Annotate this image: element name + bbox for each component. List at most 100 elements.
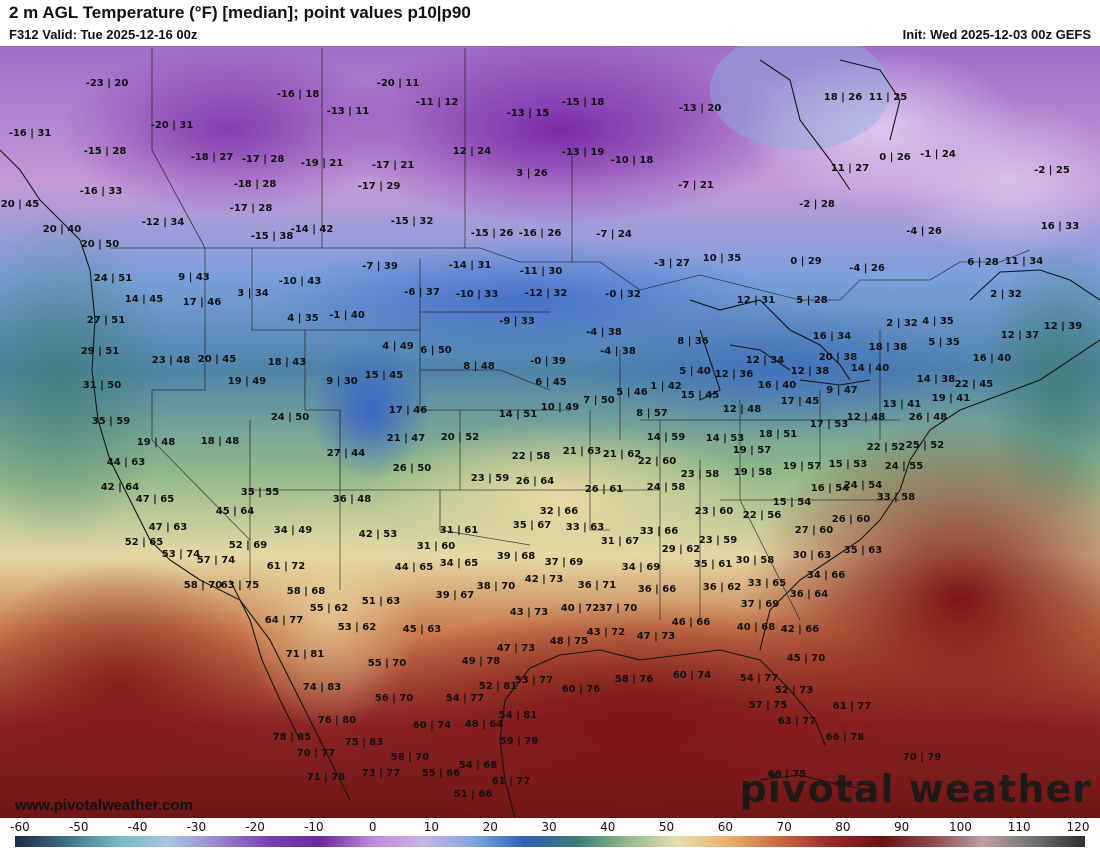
point-value: -3 | 27 bbox=[654, 258, 690, 269]
colorbar-tick-label: 30 bbox=[541, 820, 557, 834]
point-value: 6 | 50 bbox=[420, 345, 452, 356]
point-value: 14 | 51 bbox=[499, 409, 537, 420]
point-value: 18 | 38 bbox=[869, 342, 907, 353]
point-value: 5 | 35 bbox=[928, 337, 960, 348]
point-value: 19 | 49 bbox=[228, 376, 266, 387]
point-value: 18 | 51 bbox=[759, 429, 797, 440]
point-value: 31 | 50 bbox=[83, 380, 121, 391]
point-value: -12 | 34 bbox=[142, 217, 185, 228]
point-value: 45 | 64 bbox=[216, 506, 254, 517]
colorbar-tick-label: 0 bbox=[368, 820, 377, 834]
point-value: 18 | 26 bbox=[824, 92, 862, 103]
point-value: -13 | 15 bbox=[507, 108, 550, 119]
colorbar-tick-label: 70 bbox=[776, 820, 792, 834]
point-value: 14 | 38 bbox=[917, 374, 955, 385]
point-value: 34 | 65 bbox=[440, 558, 478, 569]
point-value: 34 | 49 bbox=[274, 525, 312, 536]
point-value: 29 | 62 bbox=[662, 544, 700, 555]
point-value: -18 | 27 bbox=[191, 152, 234, 163]
point-value: 40 | 72 bbox=[561, 603, 599, 614]
point-value: 5 | 28 bbox=[796, 295, 828, 306]
point-value: 45 | 63 bbox=[403, 624, 441, 635]
point-value: 53 | 62 bbox=[338, 622, 376, 633]
init-time: Init: Wed 2025-12-03 00z GEFS bbox=[902, 27, 1091, 42]
point-value: 12 | 34 bbox=[746, 355, 784, 366]
point-value: 47 | 63 bbox=[149, 522, 187, 533]
point-value: 52 | 69 bbox=[229, 540, 267, 551]
point-value: 20 | 40 bbox=[43, 224, 81, 235]
point-value: 58 | 68 bbox=[287, 586, 325, 597]
point-value: -4 | 26 bbox=[849, 263, 885, 274]
point-value: -2 | 25 bbox=[1034, 165, 1070, 176]
point-value: 15 | 45 bbox=[681, 390, 719, 401]
colorbar-tick-label: 10 bbox=[423, 820, 440, 834]
point-value: 8 | 57 bbox=[636, 408, 668, 419]
point-value: 20 | 50 bbox=[81, 239, 119, 250]
point-value: 55 | 70 bbox=[368, 658, 406, 669]
point-value: -12 | 32 bbox=[525, 288, 568, 299]
point-value: -15 | 38 bbox=[251, 231, 294, 242]
point-value: -4 | 26 bbox=[906, 226, 942, 237]
point-value: -16 | 26 bbox=[519, 228, 562, 239]
point-value: 49 | 78 bbox=[462, 656, 500, 667]
colorbar-tick-label: 110 bbox=[1007, 820, 1031, 834]
colorbar-tick-label: 80 bbox=[835, 820, 851, 834]
point-value: 24 | 54 bbox=[844, 480, 882, 491]
point-value: -13 | 11 bbox=[327, 106, 370, 117]
point-value: 4 | 35 bbox=[287, 313, 319, 324]
point-value: 10 | 35 bbox=[703, 253, 741, 264]
point-value: 63 | 77 bbox=[778, 716, 816, 727]
point-value: 19 | 57 bbox=[783, 461, 821, 472]
point-value: -16 | 31 bbox=[9, 128, 52, 139]
point-value: 58 | 76 bbox=[615, 674, 653, 685]
point-value: 36 | 48 bbox=[333, 494, 371, 505]
colorbar: -60 -50 -40 -30 -20 -10 0 10 20 30 40 50 60 70 80 90 100… bbox=[0, 818, 1100, 850]
point-value: -4 | 38 bbox=[600, 346, 636, 357]
point-value: 17 | 46 bbox=[389, 405, 427, 416]
point-value: 23 | 58 bbox=[681, 469, 719, 480]
point-value: 14 | 53 bbox=[706, 433, 744, 444]
point-value: -10 | 43 bbox=[279, 276, 322, 287]
point-value: 22 | 45 bbox=[955, 379, 993, 390]
point-value: 39 | 68 bbox=[497, 551, 535, 562]
point-value: 11 | 34 bbox=[1005, 256, 1043, 267]
point-value: 58 | 70 bbox=[184, 580, 222, 591]
point-value: -18 | 28 bbox=[234, 179, 277, 190]
point-value: 66 | 75 bbox=[768, 769, 806, 780]
point-value: 12 | 31 bbox=[737, 295, 775, 306]
point-value: 34 | 66 bbox=[807, 570, 845, 581]
point-value: 55 | 66 bbox=[422, 768, 460, 779]
point-value: 10 | 49 bbox=[541, 402, 579, 413]
point-value: 37 | 70 bbox=[599, 603, 637, 614]
point-value: -16 | 18 bbox=[277, 89, 320, 100]
point-value: 22 | 56 bbox=[743, 510, 781, 521]
point-value: 36 | 66 bbox=[638, 584, 676, 595]
point-value: 26 | 61 bbox=[585, 484, 623, 495]
colorbar-tick-label: 100 bbox=[948, 820, 972, 834]
point-value: -10 | 18 bbox=[611, 155, 654, 166]
colorbar-tick-label: 20 bbox=[482, 820, 498, 834]
temperature-map: -23 | 20 -20 | 11 -16 | 18 -11 | 12 -13 | 15… bbox=[0, 46, 1100, 818]
point-value: 3 | 26 bbox=[516, 168, 548, 179]
point-value: 12 | 37 bbox=[1001, 330, 1039, 341]
point-value: 14 | 40 bbox=[851, 363, 889, 374]
point-value: 11 | 27 bbox=[831, 163, 869, 174]
point-value: 9 | 47 bbox=[826, 385, 858, 396]
point-value: 40 | 68 bbox=[737, 622, 775, 633]
point-value: 1 | 42 bbox=[650, 381, 682, 392]
point-value: 52 | 65 bbox=[125, 537, 163, 548]
point-value: 36 | 62 bbox=[703, 582, 741, 593]
point-value: 9 | 43 bbox=[178, 272, 210, 283]
point-value: 12 | 39 bbox=[1044, 321, 1082, 332]
point-value: 21 | 47 bbox=[387, 433, 425, 444]
point-value: 51 | 66 bbox=[454, 789, 492, 800]
point-value: 42 | 53 bbox=[359, 529, 397, 540]
point-value: 27 | 60 bbox=[795, 525, 833, 536]
point-value: 2 | 32 bbox=[886, 318, 918, 329]
point-value: 54 | 77 bbox=[740, 673, 778, 684]
point-value: 42 | 64 bbox=[101, 482, 139, 493]
point-value: 23 | 60 bbox=[695, 506, 733, 517]
point-value: 14 | 45 bbox=[125, 294, 163, 305]
coastlines bbox=[0, 59, 1100, 818]
point-value: -1 | 24 bbox=[920, 149, 956, 160]
